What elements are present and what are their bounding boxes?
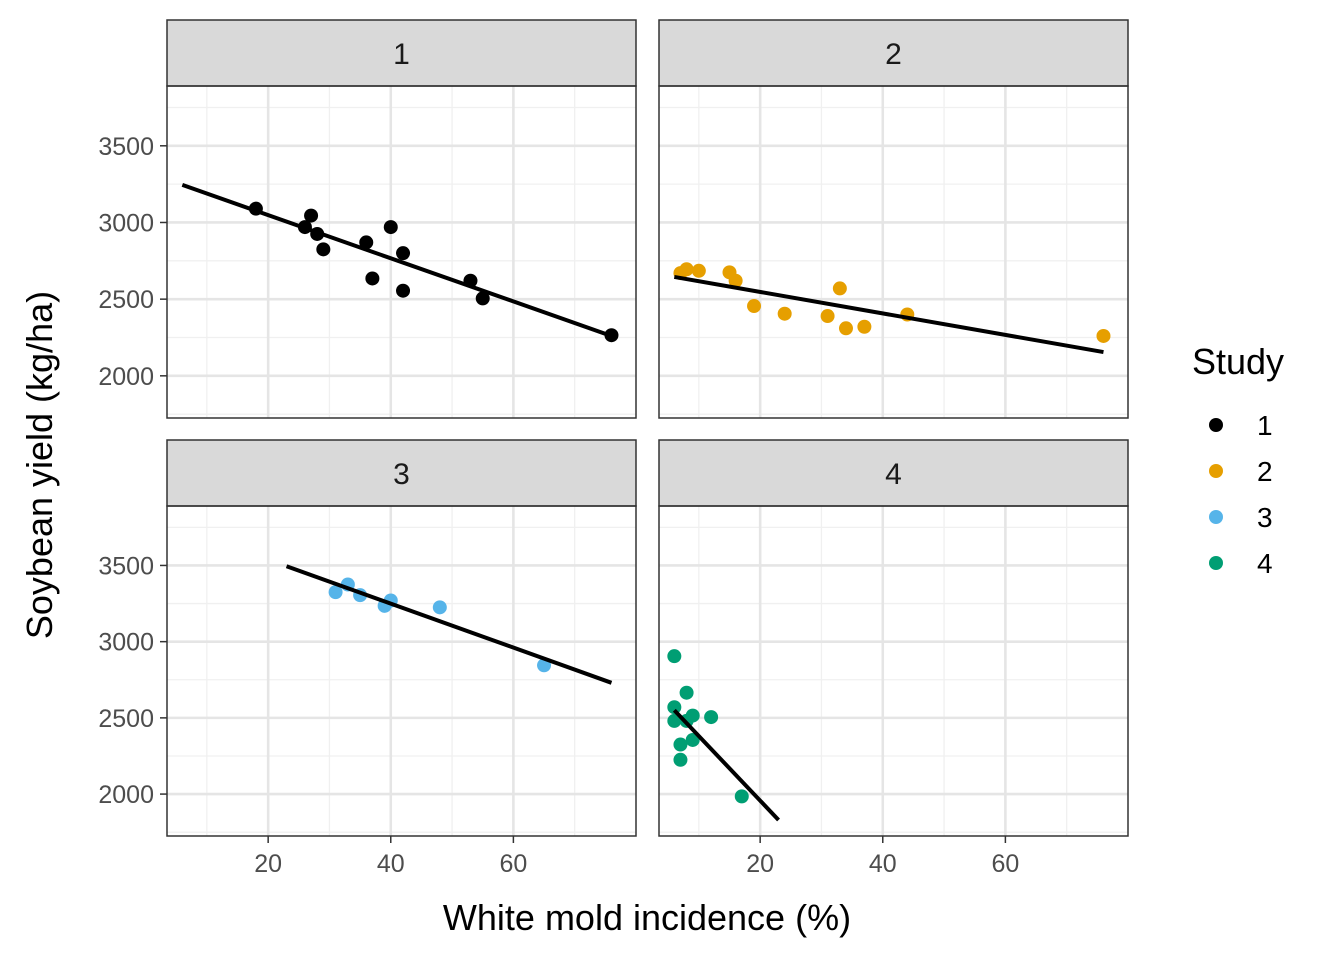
data-point (328, 585, 343, 600)
gridlines (659, 86, 1128, 418)
y-tick-label: 2000 (98, 363, 154, 391)
panel-background (659, 506, 1128, 836)
legend-item-1: 1 (1209, 410, 1273, 441)
legend-key (1209, 418, 1223, 432)
data-point (704, 710, 719, 725)
legend-label: 2 (1257, 456, 1273, 487)
data-point (383, 220, 398, 235)
data-point (316, 242, 331, 257)
regression-line (285, 564, 613, 685)
regression-line (673, 274, 1104, 355)
legend-item-2: 2 (1209, 456, 1273, 487)
legend-label: 1 (1257, 410, 1273, 441)
data-point (685, 732, 700, 747)
data-point (728, 273, 743, 288)
regression-line (672, 708, 780, 822)
legend: Study 1 2 3 4 (1192, 341, 1284, 579)
legend-key (1209, 464, 1223, 478)
data-point (838, 321, 853, 336)
x-tick-label: 60 (991, 850, 1019, 878)
data-point (673, 752, 688, 767)
facet-strip-label: 2 (885, 38, 902, 71)
data-point (304, 208, 319, 223)
facet-strip-label: 1 (393, 38, 410, 71)
x-axis-title: White mold incidence (%) (443, 897, 851, 938)
data-point (857, 319, 872, 334)
data-point (396, 246, 411, 261)
series-points-4 (667, 649, 749, 804)
data-point (777, 306, 792, 321)
data-point (679, 685, 694, 700)
facet-panel-2: 2 (658, 19, 1129, 419)
data-point (396, 283, 411, 298)
facet-strip-label: 3 (393, 458, 410, 491)
facet-panel-1: 1 (166, 19, 637, 419)
data-point (1096, 328, 1111, 343)
y-tick-label: 2000 (98, 781, 154, 809)
data-point (673, 737, 688, 752)
legend-title: Study (1192, 341, 1284, 382)
x-tick-label: 20 (254, 850, 282, 878)
data-point (667, 649, 682, 664)
x-axis-ticks: 20 40 60 20 40 60 (254, 836, 1019, 878)
data-point (359, 235, 374, 250)
gridlines (167, 86, 636, 418)
facet-panels: 1 2 3 4 (166, 19, 1129, 837)
legend-label: 3 (1257, 502, 1273, 533)
legend-key (1209, 556, 1223, 570)
data-point (667, 700, 682, 715)
y-tick-label: 3000 (98, 629, 154, 657)
data-point (679, 262, 694, 277)
legend-item-3: 3 (1209, 502, 1273, 533)
panel-border (658, 85, 1129, 419)
y-axis-title: Soybean yield (kg/ha) (19, 291, 60, 639)
facet-panel-3: 3 (166, 439, 637, 837)
x-tick-label: 40 (377, 850, 405, 878)
gridlines (167, 506, 636, 836)
data-point (667, 713, 682, 728)
panel-background (167, 506, 636, 836)
data-point (820, 309, 835, 324)
legend-item-4: 4 (1209, 548, 1273, 579)
y-tick-label: 3500 (98, 552, 154, 580)
y-tick-label: 2500 (98, 705, 154, 733)
panel-border (658, 505, 1129, 837)
legend-label: 4 (1257, 548, 1273, 579)
data-point (432, 600, 447, 615)
data-point (747, 299, 762, 314)
y-axis-ticks: 2000 2500 3000 3500 2000 2500 3000 3500 (98, 133, 167, 809)
facet-strip (658, 19, 1129, 87)
data-point (734, 789, 749, 804)
panel-border (166, 85, 637, 419)
panel-border (166, 505, 637, 837)
y-tick-label: 3500 (98, 133, 154, 161)
x-tick-label: 20 (746, 850, 774, 878)
x-tick-label: 60 (499, 850, 527, 878)
facet-strip-label: 4 (885, 458, 902, 491)
data-point (365, 271, 380, 286)
data-point (475, 291, 490, 306)
legend-key (1209, 510, 1223, 524)
data-point (832, 281, 847, 296)
data-point (691, 263, 706, 278)
facet-strip (166, 19, 637, 87)
x-tick-label: 40 (869, 850, 897, 878)
regression-line (181, 183, 613, 338)
y-tick-label: 2500 (98, 286, 154, 314)
gridlines (659, 506, 1128, 836)
y-tick-label: 3000 (98, 209, 154, 237)
data-point (685, 708, 700, 723)
panel-background (659, 86, 1128, 418)
facet-panel-4: 4 (658, 439, 1129, 837)
